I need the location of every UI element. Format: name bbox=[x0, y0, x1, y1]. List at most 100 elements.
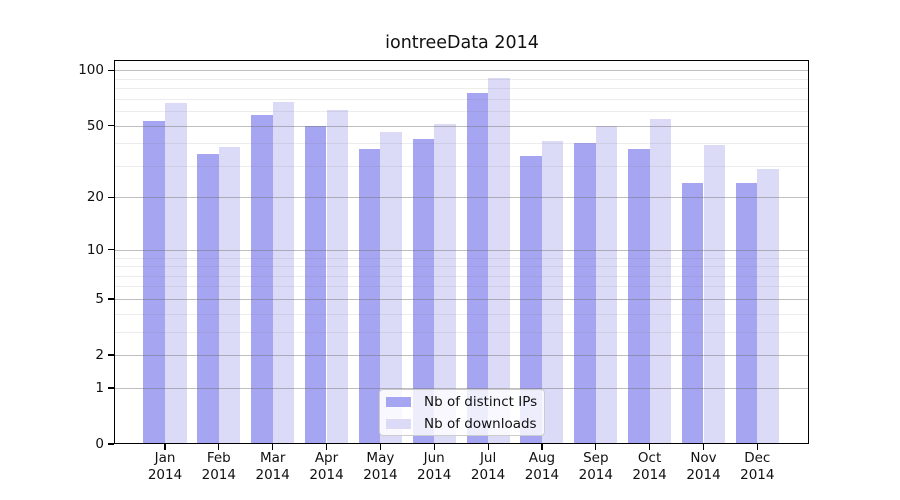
bar-nb-of-distinct-ips-jun-2014 bbox=[412, 139, 435, 444]
x-tick-year: 2014 bbox=[578, 466, 613, 483]
bar-nb-of-downloads-may-2014 bbox=[380, 132, 402, 444]
bar-nb-of-downloads-oct-2014 bbox=[649, 119, 672, 444]
y-tick-label-10: 10 bbox=[86, 241, 104, 258]
x-tick-month: Oct bbox=[637, 450, 662, 466]
bar-nb-of-downloads-apr-2014 bbox=[326, 109, 349, 444]
y-tick-mark-2 bbox=[108, 354, 114, 356]
x-tick-month: Jun bbox=[423, 450, 445, 466]
bar-nb-of-distinct-ips-mar-2014 bbox=[251, 115, 273, 444]
x-tick-month: Sep bbox=[583, 450, 609, 466]
y-tick-mark-10 bbox=[108, 249, 114, 251]
bar-nb-of-downloads-dec-2014 bbox=[757, 168, 779, 444]
x-tick-month: May bbox=[366, 450, 395, 466]
x-tick-year: 2014 bbox=[632, 466, 667, 483]
bar-nb-of-downloads-mar-2014 bbox=[272, 102, 295, 444]
legend-swatch-downloads bbox=[386, 418, 411, 429]
gridline-major-20 bbox=[114, 197, 809, 199]
bar-nb-of-downloads-jul-2014 bbox=[488, 77, 510, 444]
x-tick-year: 2014 bbox=[524, 466, 560, 483]
gridline-major-1 bbox=[114, 387, 809, 389]
gridline-major-2 bbox=[114, 355, 809, 356]
bar-nb-of-distinct-ips-feb-2014 bbox=[197, 153, 219, 444]
x-tick-mark-apr-2014 bbox=[325, 444, 328, 450]
x-tick-mark-mar-2014 bbox=[272, 444, 274, 450]
bar-nb-of-distinct-ips-sep-2014 bbox=[574, 143, 596, 444]
bar-nb-of-distinct-ips-nov-2014 bbox=[681, 183, 704, 444]
gridline-major-10 bbox=[114, 249, 809, 251]
gridline-minor-7 bbox=[114, 275, 809, 277]
x-tick-month: Nov bbox=[690, 450, 717, 466]
x-tick-label-apr-2014: Apr 2014 bbox=[285, 450, 369, 483]
x-tick-label-may-2014: May 2014 bbox=[338, 450, 422, 483]
gridline-minor-3 bbox=[114, 331, 809, 333]
chart-title: iontreeData 2014 bbox=[385, 33, 539, 53]
y-tick-label-1: 1 bbox=[95, 379, 104, 396]
x-tick-month: Aug bbox=[528, 450, 556, 466]
x-tick-month: Jan bbox=[154, 450, 176, 466]
y-tick-label-20: 20 bbox=[86, 189, 104, 206]
x-tick-year: 2014 bbox=[470, 466, 506, 483]
legend-item-downloads: Nb of downloads bbox=[386, 416, 537, 432]
y-tick-mark-100 bbox=[108, 69, 114, 71]
gridline-minor-80 bbox=[114, 88, 809, 89]
bar-nb-of-downloads-jun-2014 bbox=[434, 123, 456, 444]
x-tick-month: Feb bbox=[206, 450, 231, 466]
y-tick-label-0: 0 bbox=[95, 436, 104, 452]
bar-nb-of-distinct-ips-jul-2014 bbox=[466, 93, 489, 444]
bar-nb-of-downloads-sep-2014 bbox=[595, 125, 618, 444]
x-tick-label-feb-2014: Feb 2014 bbox=[177, 450, 261, 483]
x-tick-mark-jun-2014 bbox=[433, 444, 435, 450]
gridline-minor-30 bbox=[114, 165, 809, 167]
legend-label-distinct-ips: Nb of distinct IPs bbox=[424, 393, 538, 410]
x-tick-label-jan-2014: Jan 2014 bbox=[123, 450, 207, 483]
y-tick-label-5: 5 bbox=[95, 290, 104, 307]
y-tick-label-100: 100 bbox=[78, 62, 104, 79]
legend-item-distinct-ips: Nb of distinct IPs bbox=[386, 393, 538, 410]
bar-nb-of-distinct-ips-apr-2014 bbox=[304, 125, 327, 444]
y-tick-mark-50 bbox=[108, 124, 114, 127]
x-tick-month: Dec bbox=[744, 450, 771, 466]
x-tick-mark-sep-2014 bbox=[595, 444, 597, 450]
x-tick-year: 2014 bbox=[147, 466, 183, 483]
bar-nb-of-downloads-jan-2014 bbox=[165, 103, 187, 444]
y-tick-label-50: 50 bbox=[86, 117, 104, 134]
x-tick-mark-jan-2014 bbox=[164, 444, 166, 450]
gridline-minor-9 bbox=[114, 257, 809, 259]
x-tick-mark-feb-2014 bbox=[218, 444, 220, 450]
x-tick-month: Jul bbox=[479, 450, 497, 466]
gridline-minor-6 bbox=[114, 286, 809, 288]
y-tick-mark-1 bbox=[108, 387, 114, 389]
bar-nb-of-distinct-ips-jan-2014 bbox=[143, 120, 165, 444]
bar-nb-of-distinct-ips-oct-2014 bbox=[628, 149, 650, 444]
x-tick-mark-oct-2014 bbox=[649, 444, 651, 450]
x-tick-year: 2014 bbox=[686, 466, 721, 483]
gridline-minor-60 bbox=[114, 111, 809, 112]
y-tick-mark-5 bbox=[108, 298, 114, 300]
x-tick-year: 2014 bbox=[417, 466, 452, 483]
x-tick-label-dec-2014: Dec 2014 bbox=[715, 450, 799, 483]
x-tick-mark-nov-2014 bbox=[702, 444, 705, 450]
x-tick-label-mar-2014: Mar 2014 bbox=[231, 450, 315, 483]
gridline-minor-40 bbox=[114, 143, 809, 145]
x-tick-label-aug-2014: Aug 2014 bbox=[500, 450, 584, 483]
x-tick-month: Apr bbox=[314, 450, 339, 466]
legend-swatch-distinct-ips bbox=[386, 396, 411, 407]
gridline-major-50 bbox=[114, 125, 809, 127]
x-tick-month: Mar bbox=[259, 450, 286, 466]
x-tick-year: 2014 bbox=[363, 466, 398, 483]
gridline-minor-90 bbox=[114, 78, 809, 80]
x-tick-year: 2014 bbox=[255, 466, 290, 483]
x-tick-label-jul-2014: Jul 2014 bbox=[446, 450, 530, 483]
gridline-minor-4 bbox=[114, 313, 809, 315]
bar-nb-of-downloads-aug-2014 bbox=[541, 141, 564, 444]
x-tick-mark-aug-2014 bbox=[541, 444, 543, 450]
y-tick-label-2: 2 bbox=[95, 347, 104, 363]
gridline-major-5 bbox=[114, 298, 809, 300]
x-tick-label-jun-2014: Jun 2014 bbox=[392, 450, 476, 483]
gridline-minor-70 bbox=[114, 98, 809, 100]
legend: Nb of distinct IPs Nb of downloads bbox=[379, 389, 545, 436]
